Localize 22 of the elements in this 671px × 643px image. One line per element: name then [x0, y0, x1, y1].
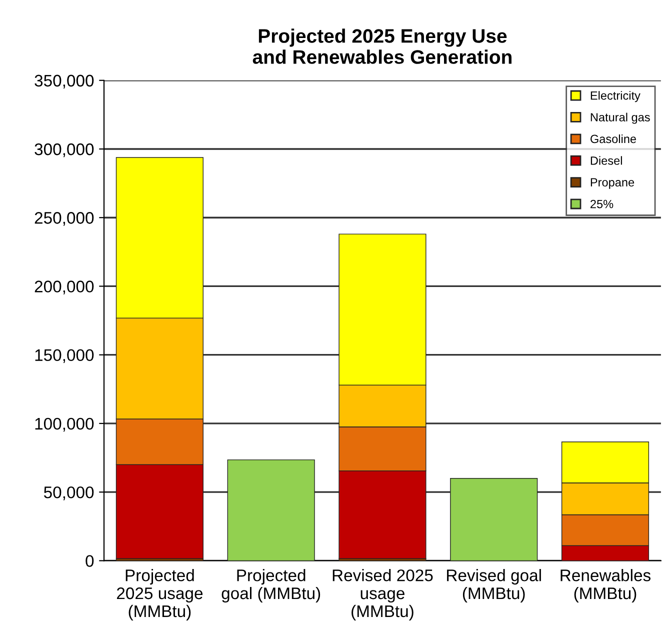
y-tick-label: 350,000 — [34, 74, 94, 89]
bar — [227, 459, 315, 561]
x-tick-label: Projected goal (MMBtu) — [222, 569, 320, 603]
y-tick-label: 150,000 — [35, 349, 94, 364]
y-tick-label: 200,000 — [34, 280, 94, 294]
legend-label: Gasoline — [590, 134, 636, 144]
legend-label: Propane — [590, 178, 634, 189]
y-tick-label: 250,000 — [34, 212, 94, 226]
legend-label: Diesel — [590, 156, 622, 165]
legend-label: Natural gas — [590, 112, 650, 124]
chart-title: Projected 2025 Energy Use and Renewables Generation — [252, 28, 512, 64]
legend-label: 25% — [590, 200, 614, 208]
y-tick-label: 300,000 — [34, 143, 94, 158]
y-tick-label: 0 — [86, 555, 94, 567]
bar — [450, 478, 538, 561]
y-tick-label: 100,000 — [35, 418, 94, 432]
x-tick-label: Renewables (MMBtu) — [560, 569, 651, 603]
y-tick-label: 50,000 — [44, 486, 94, 500]
x-tick-label: Projected 2025 usage (MMBtu) — [116, 569, 203, 620]
legend-label: Electricity — [590, 91, 640, 102]
x-tick-label: Revised goal (MMBtu) — [447, 569, 541, 603]
x-tick-label: Revised 2025 usage (MMBtu) — [332, 569, 433, 620]
